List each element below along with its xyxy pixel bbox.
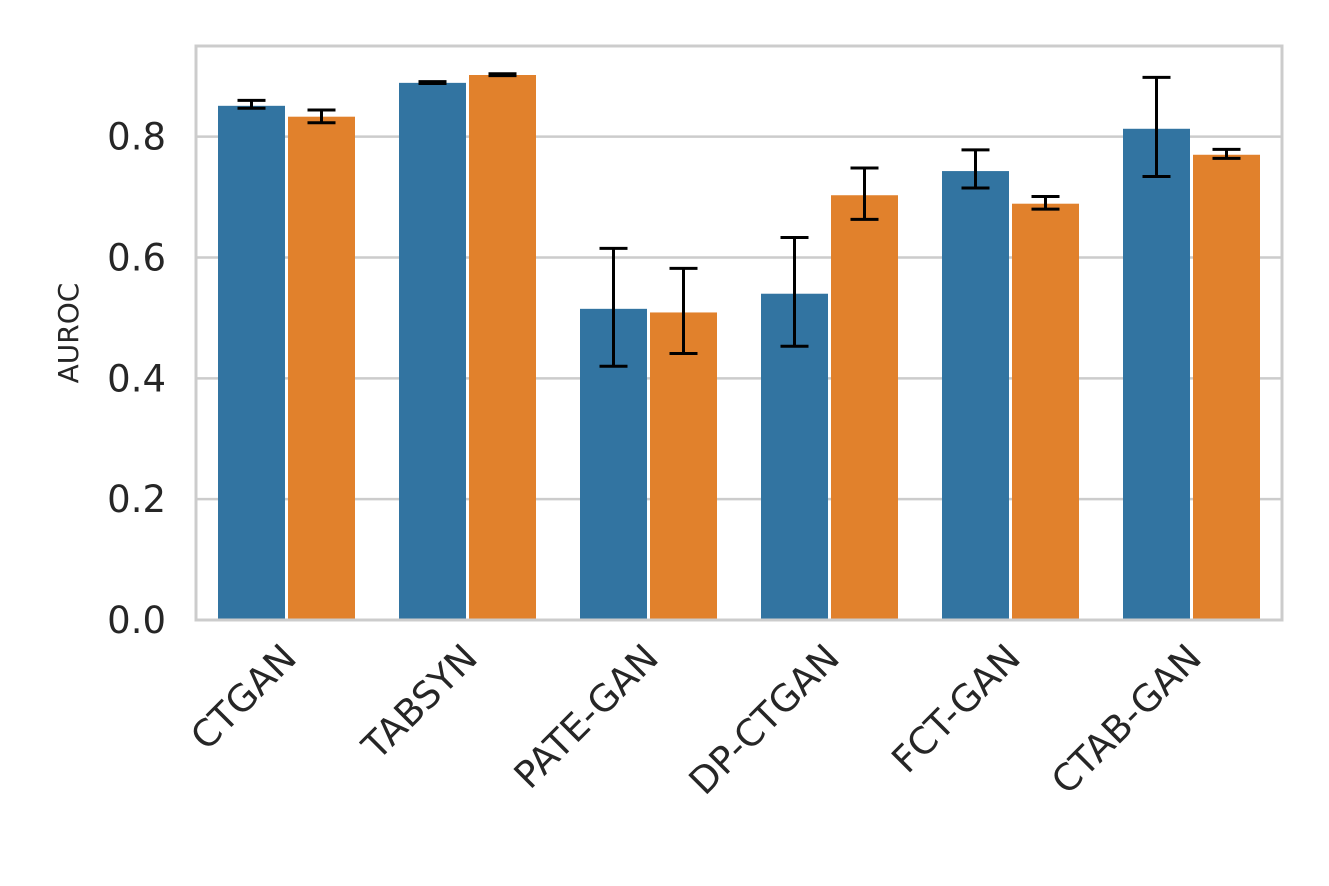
x-tick-label: CTAB-GAN xyxy=(1043,636,1210,803)
y-tick-label: 0.0 xyxy=(107,599,166,642)
bar-fct-gan-s1 xyxy=(942,171,1009,620)
bar-ctab-gan-s2 xyxy=(1193,154,1260,621)
error-bars xyxy=(237,72,1241,368)
bar-pate-gan-s2 xyxy=(650,312,717,620)
y-tick-label: 0.8 xyxy=(107,116,166,159)
y-tick-labels: 0.0 0.2 0.4 0.6 0.8 xyxy=(107,116,166,642)
bar-tabsyn-s2 xyxy=(469,75,536,621)
x-tick-label: CTGAN xyxy=(182,636,304,758)
gridlines xyxy=(196,135,1282,501)
bar-ctgan-s1 xyxy=(218,105,285,621)
plot-frame xyxy=(194,44,1284,622)
y-tick-label: 0.4 xyxy=(107,357,166,400)
bar-ctab-gan-s1 xyxy=(1123,128,1190,620)
x-tick-label: PATE-GAN xyxy=(506,636,667,797)
y-axis-label: AUROC xyxy=(52,283,85,384)
bar-tabsyn-s1 xyxy=(399,82,466,621)
bars xyxy=(218,75,1260,621)
x-tick-label: TABSYN xyxy=(353,636,486,769)
y-tick-label: 0.2 xyxy=(107,478,166,521)
bar-fct-gan-s2 xyxy=(1012,203,1079,620)
x-tick-label: FCT-GAN xyxy=(883,636,1028,781)
y-tick-label: 0.6 xyxy=(107,236,166,279)
bar-dp-ctgan-s1 xyxy=(761,293,828,620)
x-tick-label: DP-CTGAN xyxy=(681,636,848,803)
bar-ctgan-s2 xyxy=(288,116,355,621)
x-tick-labels: CTGAN TABSYN PATE-GAN DP-CTGAN FCT-GAN CTAB-G… xyxy=(182,636,1209,803)
bar-dp-ctgan-s2 xyxy=(831,195,898,621)
